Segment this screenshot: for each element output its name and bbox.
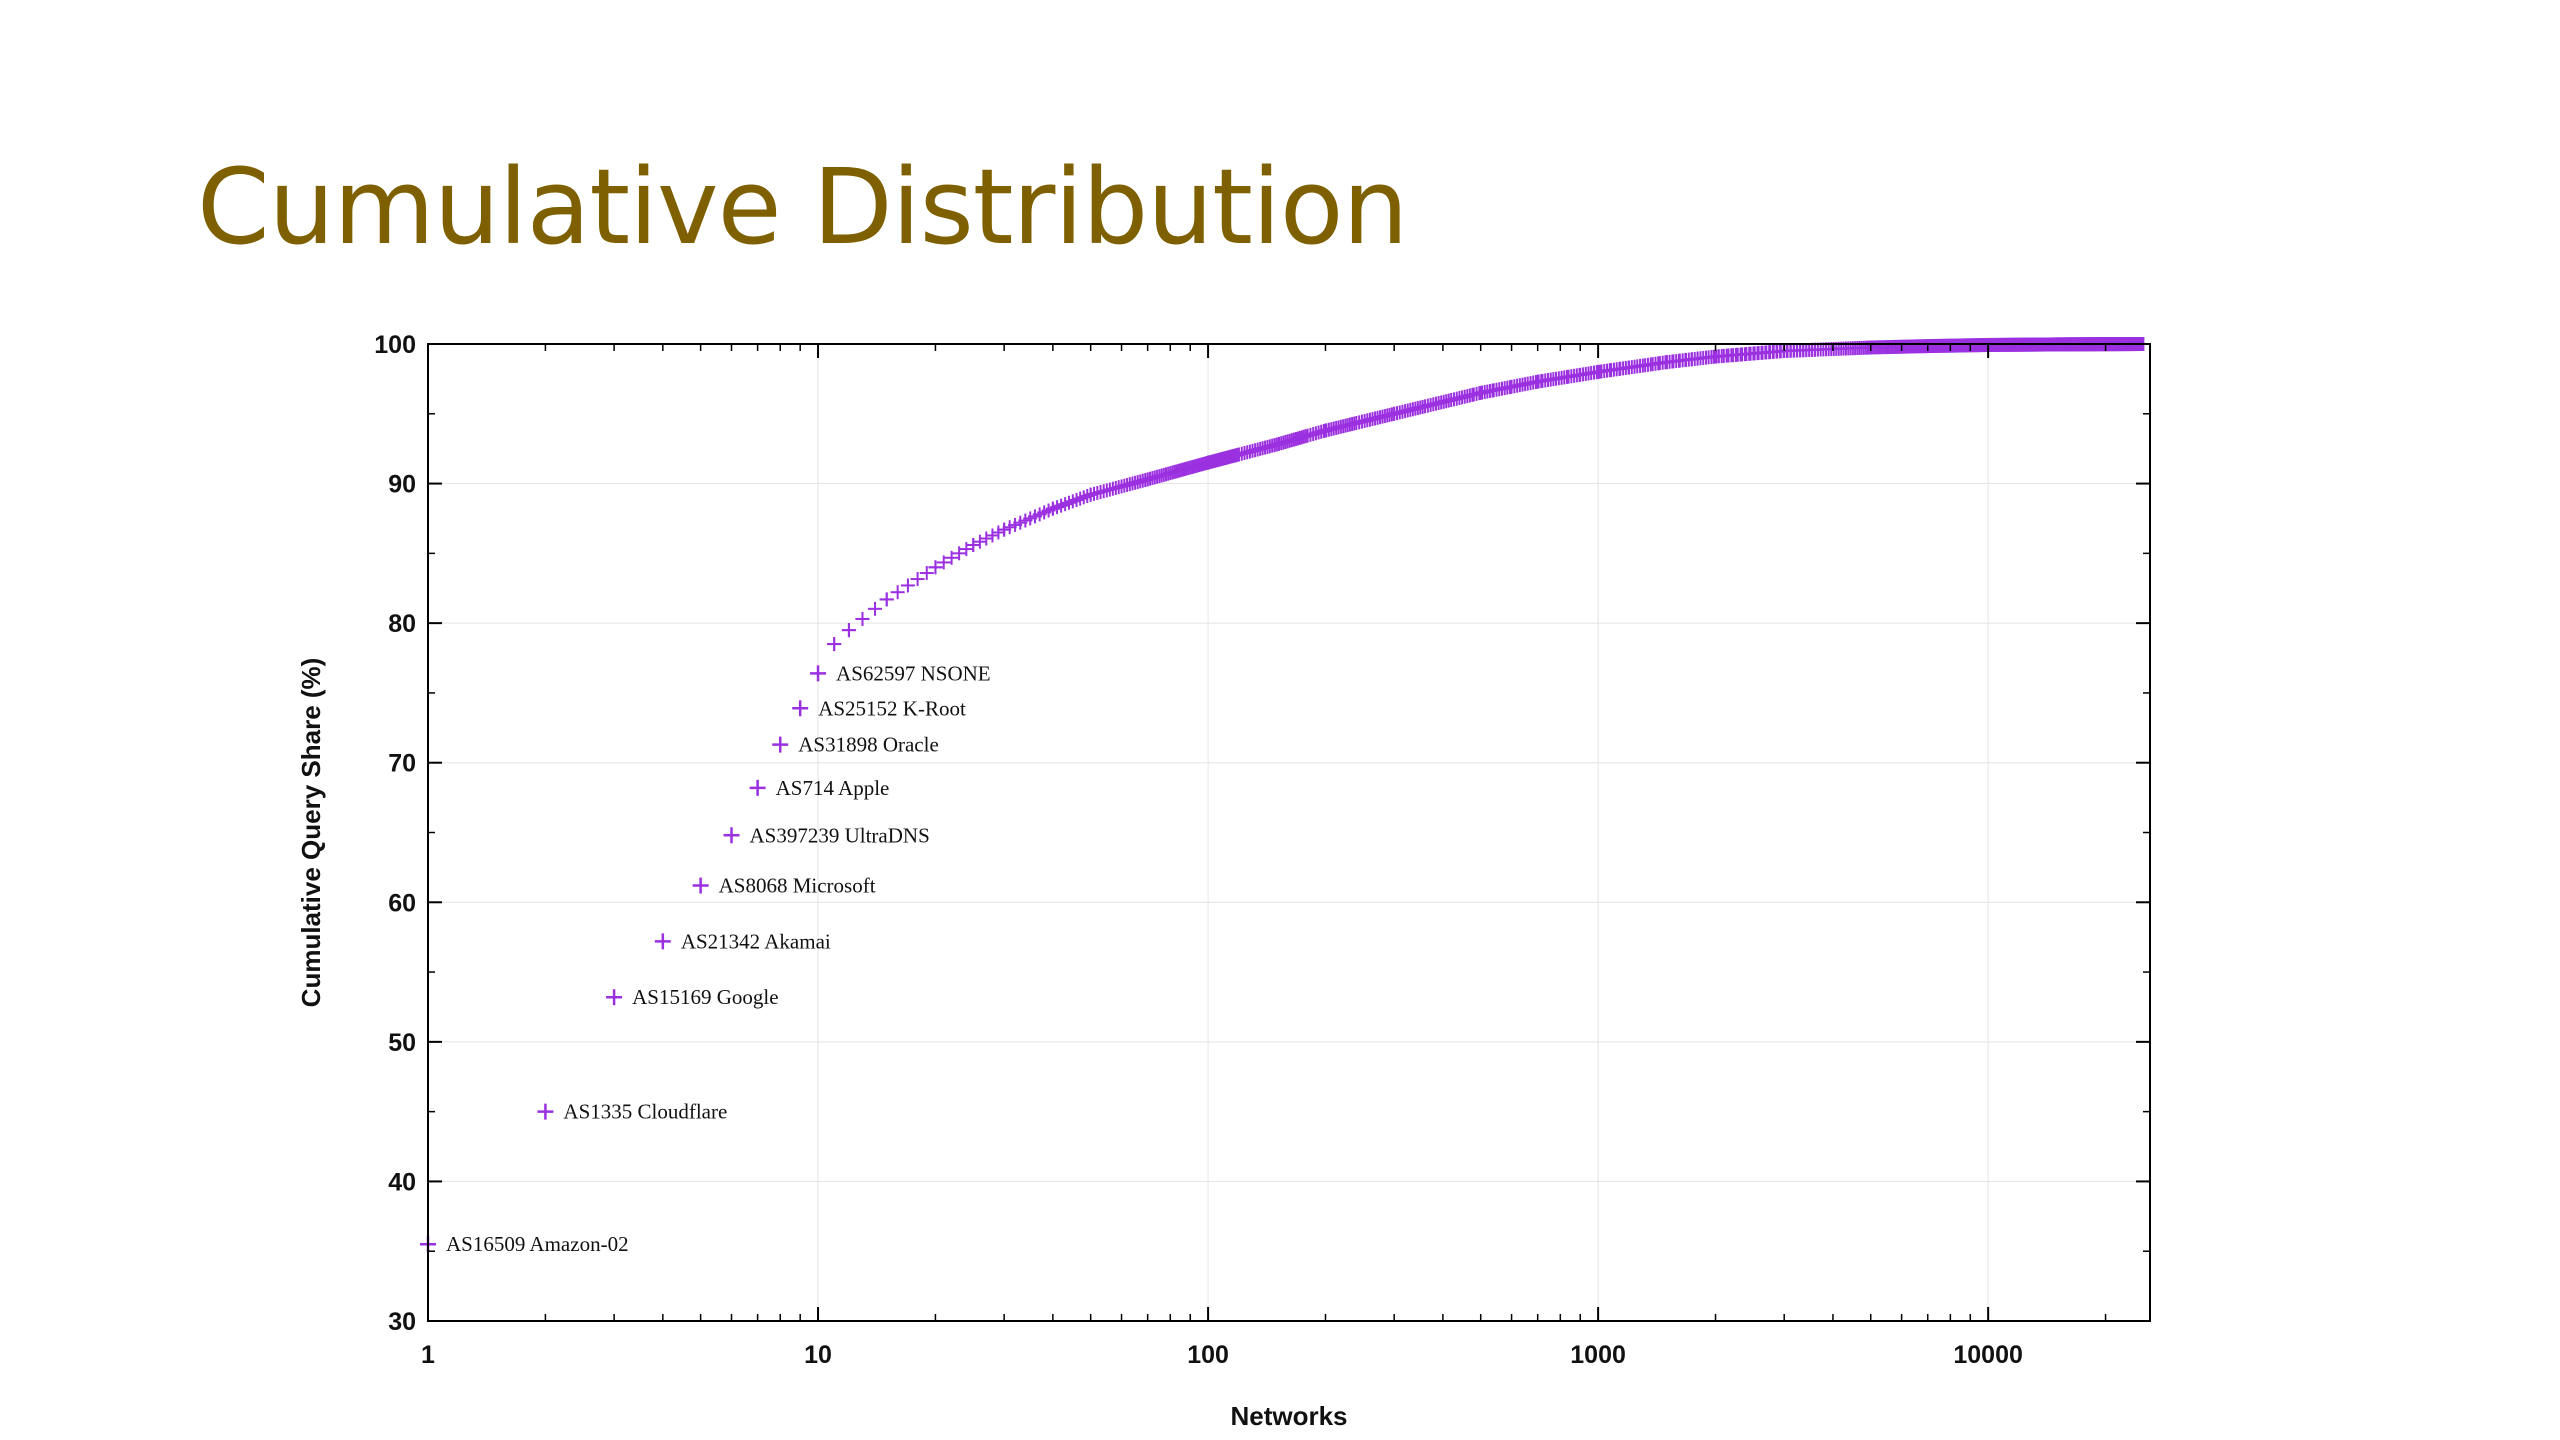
curve-anchor <box>1140 472 1155 487</box>
curve-anchor <box>1269 437 1284 452</box>
series-curve <box>827 337 2151 652</box>
point-label: AS62597 NSONE <box>836 661 991 685</box>
curve-anchor <box>1473 385 1488 400</box>
point-label: AS714 Apple <box>776 776 890 800</box>
y-tick-label: 70 <box>388 750 416 778</box>
slide-title: Cumulative Distribution <box>197 146 1408 268</box>
curve-anchor <box>1201 455 1216 470</box>
curve-anchor <box>1318 423 1333 438</box>
curve-point <box>1080 489 1095 504</box>
data-point <box>606 989 623 1006</box>
curve-anchor <box>841 623 856 638</box>
curve-anchor <box>1045 501 1060 516</box>
x-tick-label: 100 <box>1187 1341 1229 1369</box>
curve-point <box>868 601 883 616</box>
curve-anchor <box>1530 374 1545 389</box>
curve-point <box>1076 490 1091 505</box>
data-point <box>723 827 740 844</box>
point-label: AS8068 Microsoft <box>719 874 876 898</box>
x-tick-label: 10 <box>804 1341 832 1369</box>
labeled-points: AS16509 Amazon-02 AS1335 Cloudflare AS1516… <box>420 661 991 1256</box>
y-axis-title: Cumulative Query Share (%) <box>296 658 326 1008</box>
point-label: AS21342 Akamai <box>681 929 831 953</box>
point-label: AS15169 Google <box>632 985 778 1009</box>
curve-point <box>890 585 905 600</box>
y-tick-label: 100 <box>374 331 416 359</box>
curve-point <box>991 525 1006 540</box>
y-tick-label: 90 <box>388 471 416 499</box>
curve-point <box>985 528 1000 543</box>
plot-frame <box>427 343 2151 1322</box>
x-tick-label: 1 <box>421 1341 435 1369</box>
grid <box>427 343 2150 1322</box>
y-tick-label: 30 <box>388 1308 416 1336</box>
data-point <box>654 933 671 950</box>
y-tick-label: 80 <box>388 610 416 638</box>
data-point <box>792 700 809 717</box>
curve-anchor <box>1083 487 1098 502</box>
x-axis-title: Networks <box>1230 1401 1347 1431</box>
curve-anchor <box>1708 349 1723 364</box>
curve-point <box>952 546 967 561</box>
point-label: AS16509 Amazon-02 <box>446 1232 629 1256</box>
curve-point <box>910 572 925 587</box>
point-label: AS31898 Oracle <box>798 733 939 757</box>
curve-point <box>1069 492 1084 507</box>
curve-point <box>919 566 934 581</box>
point-label: AS1335 Cloudflare <box>563 1100 727 1124</box>
point-label: AS25152 K-Root <box>818 696 966 720</box>
point-label: AS397239 UltraDNS <box>750 823 930 847</box>
x-tick-label: 1000 <box>1570 1341 1626 1369</box>
curve-anchor <box>879 592 894 607</box>
curve-point <box>936 555 951 570</box>
curve-anchor <box>1387 406 1402 421</box>
curve-anchor <box>966 537 981 552</box>
data-point <box>772 736 789 753</box>
data-point <box>537 1103 554 1120</box>
curve-point <box>944 550 959 565</box>
y-tick-label: 40 <box>388 1168 416 1196</box>
curve-point <box>979 531 994 546</box>
curve-anchor <box>855 611 870 626</box>
curve-point <box>1073 491 1088 506</box>
data-point <box>749 779 766 796</box>
y-tick-label: 60 <box>388 889 416 917</box>
curve-anchor <box>928 560 943 575</box>
curve-point <box>900 578 915 593</box>
curve-anchor <box>1659 355 1674 370</box>
curve-anchor <box>997 522 1012 537</box>
data-point <box>810 665 827 682</box>
curve-anchor <box>827 637 842 652</box>
curve-point <box>972 534 987 549</box>
data-point <box>692 877 709 894</box>
x-tick-label: 10000 <box>1953 1341 2023 1369</box>
curve-anchor <box>1591 364 1606 379</box>
y-tick-label: 50 <box>388 1029 416 1057</box>
